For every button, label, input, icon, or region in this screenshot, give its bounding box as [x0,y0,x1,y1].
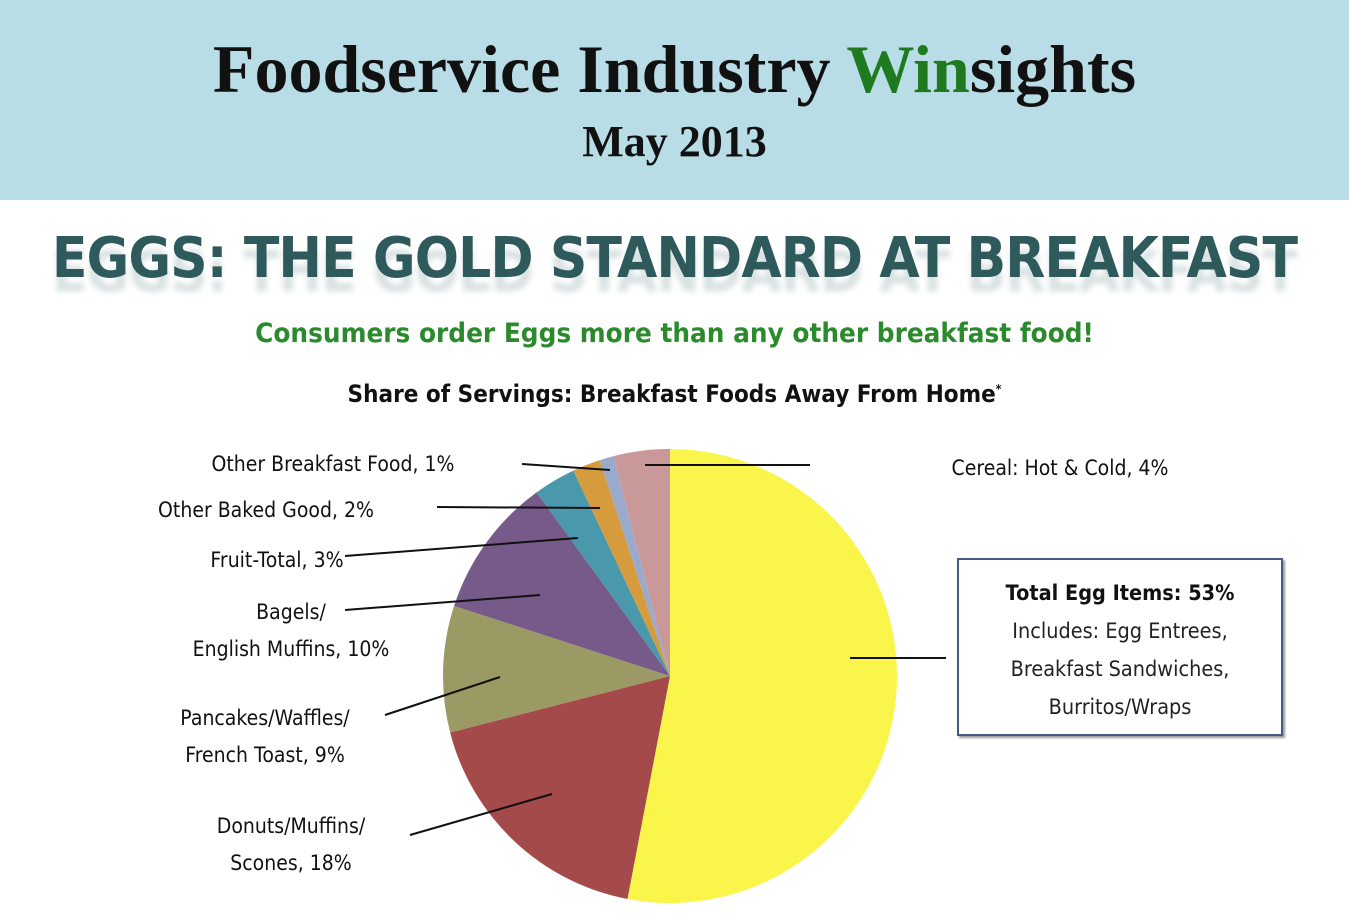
label-line: French Toast, 9% [185,743,345,767]
pie-slice-bagels-english-muffins [454,492,670,676]
pie-slice-cereal-hot-cold [613,449,670,676]
label-line: Bagels/ [256,600,326,624]
publication-title: Foodservice Industry Winsights [0,30,1349,109]
eggs-detail: Breakfast Sandwiches, [1010,657,1230,681]
leader-line [521,463,611,471]
label-bagels: Bagels/English Muffins, 10% [193,594,390,668]
label-line: Scones, 18% [230,851,352,875]
eggs-detail: Burritos/Wraps [1048,695,1192,719]
header-banner: Foodservice Industry Winsights May 2013 [0,0,1349,200]
publication-date: May 2013 [582,117,767,166]
label-other-breakfast: Other Breakfast Food, 1% [211,452,455,476]
label-line: Donuts/Muffins/ [216,814,366,838]
title-highlight: Win [846,31,970,107]
eggs-label: Total Egg Items: 53% [1005,581,1235,605]
leader-line [409,793,553,836]
leader-line [384,676,501,716]
pie-slice-other-baked-good [573,460,670,676]
leader-line [436,506,601,509]
chart-title: Share of Servings: Breakfast Foods Away … [67,380,1281,408]
leader-line [344,594,541,611]
label-eggs-box: Total Egg Items: 53% Includes: Egg Entre… [957,558,1283,736]
label-line: Pancakes/Waffles/ [180,706,350,730]
pie-slice-other-breakfast-food [599,456,670,676]
label-fruit: Fruit-Total, 3% [210,548,344,572]
chart-title-marker: * [995,382,1002,396]
subtitle: Consumers order Eggs more than any other… [255,318,1094,349]
title-part1: Foodservice Industry [212,31,847,107]
label-other-baked: Other Baked Good, 2% [158,498,374,522]
label-cereal: Cereal: Hot & Cold, 4% [951,456,1169,480]
label-line: English Muffins, 10% [192,637,390,661]
pie-slice-total-egg-items [627,449,898,903]
leader-line [344,537,579,557]
pie-slice-donuts-muffins-scones [450,676,670,899]
label-pancakes: Pancakes/Waffles/French Toast, 9% [180,700,349,774]
title-part2: sights [969,31,1137,107]
main-title: EGGS: THE GOLD STANDARD AT BREAKFAST [51,226,1298,291]
pie-slice-fruit-total [536,470,670,676]
label-donuts: Donuts/Muffins/Scones, 18% [217,808,365,882]
eggs-detail: Includes: Egg Entrees, [1012,619,1228,643]
pie-slice-pancakes-waffles-french-toast [442,605,670,733]
chart-title-text: Share of Servings: Breakfast Foods Away … [347,380,996,408]
